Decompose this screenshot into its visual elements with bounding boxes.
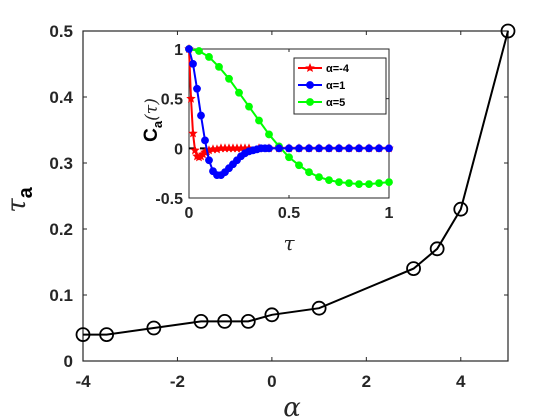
main-chart: -4 -2 0 2 4 0 0.1 0.2 0.3 0.4 0.5	[49, 22, 516, 391]
inset-x-tick-label: 1	[385, 205, 394, 222]
inset-y-label-argument: (τ)	[142, 98, 162, 121]
svg-text:τa: τa	[2, 186, 37, 212]
inset-data-point	[255, 116, 263, 125]
inset-chart: 0 0.5 1-0.500.51α=-4α=1α=5	[155, 42, 394, 222]
main-y-label-symbol: τ	[2, 198, 32, 213]
inset-y-tick-label: 1	[174, 42, 183, 59]
inset-data-point	[275, 144, 283, 153]
inset-data-point	[285, 144, 293, 153]
inset-data-point	[186, 93, 196, 103]
main-data-point	[429, 241, 445, 257]
inset-data-point	[325, 176, 333, 185]
main-data-point	[240, 313, 256, 329]
inset-data-point	[265, 130, 273, 139]
inset-data-point	[188, 128, 198, 138]
inset-data-point	[325, 144, 333, 153]
inset-data-point	[375, 179, 383, 187]
inset-data-point	[355, 180, 363, 188]
svg-text:Ca(τ): Ca(τ)	[141, 98, 165, 142]
main-x-tick-label: 0	[267, 372, 276, 391]
inset-data-point	[315, 173, 323, 182]
main-series-line	[83, 30, 509, 336]
inset-data-point	[235, 88, 243, 97]
main-y-tick-label: 0.1	[49, 286, 73, 305]
main-data-point	[500, 23, 516, 39]
inset-data-point	[215, 62, 223, 71]
main-data-point	[406, 261, 421, 277]
main-y-tick-label: 0.2	[49, 220, 73, 239]
inset-data-point	[305, 168, 313, 177]
main-plot-frame	[82, 30, 509, 362]
inset-y-tick-label: -0.5	[155, 191, 183, 208]
inset-x-tick-label: 0	[185, 205, 194, 222]
inset-data-point	[365, 180, 373, 188]
main-x-tick-label: 4	[456, 372, 466, 391]
inset-legend: α=-4 α=1 α=5	[293, 57, 387, 115]
legend-swatch-marker	[305, 63, 315, 73]
inset-data-point	[205, 53, 213, 61]
legend-swatch-marker	[306, 81, 314, 89]
inset-y-tick-label: 0.5	[161, 92, 183, 109]
main-y-label-subscript: a	[15, 186, 37, 198]
inset-data-point	[295, 161, 303, 170]
inset-data-point	[189, 60, 197, 68]
main-data-point	[311, 300, 327, 316]
main-y-tick-label: 0.5	[49, 22, 73, 41]
main-data-point	[99, 327, 115, 343]
inset-data-point	[365, 144, 373, 153]
axis-labels: α τa τ Ca(τ)	[2, 98, 301, 420]
main-data-point	[146, 320, 162, 336]
main-y-tick-label: 0	[64, 352, 73, 371]
inset-data-point	[205, 156, 213, 165]
main-x-tick-label: -4	[75, 372, 91, 391]
main-data-point	[193, 313, 209, 329]
inset-data-point	[245, 102, 253, 111]
main-x-axis-label: α	[283, 393, 301, 420]
inset-data-point	[335, 178, 343, 187]
main-y-tick-label: 0.4	[49, 88, 73, 107]
inset-data-point	[385, 178, 393, 187]
legend-label: α=1	[326, 80, 345, 92]
inset-data-point	[385, 144, 393, 153]
legend-swatch-marker	[306, 98, 314, 106]
inset-data-point	[355, 144, 363, 153]
inset-data-point	[285, 153, 293, 162]
inset-data-point	[225, 74, 233, 83]
inset-x-axis-label: τ	[283, 231, 295, 255]
inset-data-point	[193, 84, 201, 93]
main-data-point	[264, 307, 280, 323]
inset-y-label-symbol: C	[141, 128, 162, 142]
inset-data-point	[345, 144, 353, 153]
main-x-tick-label: 2	[362, 372, 371, 391]
inset-y-label-subscript: a	[150, 120, 165, 128]
main-data-point	[75, 327, 91, 343]
main-x-tick-label: -2	[170, 372, 185, 391]
inset-data-point	[185, 45, 193, 53]
inset-x-tick-label: 0.5	[278, 205, 300, 222]
inset-data-point	[295, 144, 303, 153]
inset-data-point	[335, 144, 343, 153]
main-data-point	[217, 313, 233, 329]
legend-label: α=-4	[326, 63, 350, 75]
legend-label: α=5	[326, 97, 345, 109]
inset-data-point	[195, 47, 203, 55]
inset-data-point	[345, 179, 353, 187]
main-y-axis-label: τa	[2, 186, 37, 212]
inset-data-point	[197, 111, 205, 120]
inset-data-point	[265, 144, 273, 153]
main-y-tick-label: 0.3	[49, 154, 73, 173]
inset-data-point	[201, 136, 209, 145]
inset-data-point	[305, 144, 313, 153]
main-data-point	[453, 201, 469, 217]
inset-y-axis-label: Ca(τ)	[141, 98, 165, 142]
inset-data-point	[375, 144, 383, 153]
inset-y-tick-label: 0	[174, 141, 183, 158]
inset-data-point	[315, 144, 323, 153]
